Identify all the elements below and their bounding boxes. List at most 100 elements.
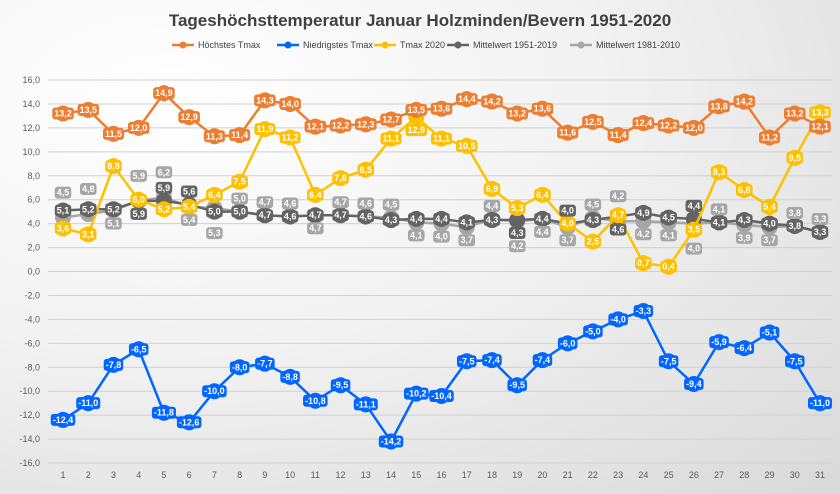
data-label-group: 5,1 — [54, 204, 72, 217]
data-label: 4,4 — [688, 201, 701, 211]
data-label-background — [632, 117, 655, 130]
data-label: 0,7 — [637, 258, 650, 268]
data-label-group: 13,6 — [430, 102, 453, 115]
data-label: -10,2 — [406, 389, 427, 399]
data-label-background — [759, 131, 781, 144]
data-label-background — [557, 337, 578, 350]
data-label-background — [408, 229, 425, 242]
data-label-group: 4,7 — [256, 209, 274, 222]
data-label-group: -11,0 — [807, 397, 833, 410]
data-label-background — [633, 304, 654, 317]
data-label: -7,5 — [661, 356, 677, 366]
data-label-group: 4,1 — [458, 216, 475, 229]
data-label-background — [736, 231, 753, 244]
data-label-group: 11,9 — [254, 123, 276, 136]
data-label-group: 5,3 — [206, 227, 223, 240]
data-label: 11,6 — [559, 128, 576, 138]
data-label: 12,4 — [635, 118, 653, 128]
data-label-group: -9,5 — [330, 379, 351, 392]
data-label-group: -11,0 — [76, 397, 101, 410]
data-label-group: 5,1 — [105, 217, 122, 230]
data-label: 11,9 — [256, 124, 273, 134]
data-label: 3,1 — [82, 229, 95, 239]
data-label: 13,6 — [534, 104, 552, 114]
data-label: 5,2 — [107, 204, 120, 214]
data-label: 5,2 — [158, 204, 171, 214]
data-label-group: 5,2 — [79, 203, 97, 216]
data-label-background — [531, 102, 554, 115]
data-label-background — [206, 188, 223, 201]
data-label-group: 11,2 — [279, 131, 301, 144]
legend-marker — [284, 41, 292, 49]
y-tick-label: -6,0 — [24, 338, 40, 348]
data-label: 3,3 — [814, 227, 827, 237]
data-label-group: -10,0 — [202, 385, 227, 398]
y-tick-label: -2,0 — [24, 290, 40, 300]
data-label: -8,0 — [232, 362, 248, 372]
data-label-group: 5,4 — [180, 200, 198, 213]
data-label-background — [733, 95, 756, 108]
legend-marker — [381, 41, 389, 49]
data-label-background — [130, 207, 147, 220]
data-label-background — [710, 166, 728, 179]
data-label: 6,8 — [738, 185, 751, 195]
data-label-background — [231, 205, 248, 218]
data-label: 6,4 — [536, 190, 549, 200]
data-label-group: 5,2 — [105, 203, 122, 216]
legend-label: Niedrigstes Tmax — [303, 40, 373, 50]
data-label-background — [176, 416, 202, 429]
data-label-background — [609, 209, 627, 222]
x-tick-label: 27 — [714, 470, 724, 480]
y-tick-label: -12,0 — [19, 410, 40, 420]
data-label-background — [307, 209, 324, 222]
data-label-group: 4,3 — [483, 214, 501, 227]
data-label-background — [458, 216, 475, 229]
data-label-background — [456, 355, 477, 368]
legend-marker — [577, 41, 585, 49]
data-label-group: -7,5 — [658, 355, 679, 368]
data-label-background — [559, 234, 576, 247]
data-label: 4,7 — [309, 223, 322, 233]
data-label-background — [784, 107, 806, 120]
data-label-group: 5,4 — [761, 200, 778, 213]
data-label: 4,1 — [410, 230, 423, 240]
data-label-background — [307, 188, 324, 201]
data-label: 5,0 — [233, 194, 246, 204]
data-label-group: 4,4 — [408, 212, 425, 225]
data-label-background — [708, 100, 730, 113]
data-label-group: 4,7 — [332, 209, 349, 222]
data-label-background — [734, 342, 755, 355]
data-label: -12,4 — [53, 415, 74, 425]
data-label: 7,8 — [334, 173, 347, 183]
x-tick-label: 6 — [187, 470, 192, 480]
data-label-background — [304, 120, 327, 133]
data-label-group: 12,5 — [582, 115, 604, 128]
data-label-background — [635, 206, 652, 219]
x-tick-label: 18 — [487, 470, 497, 480]
data-label-background — [481, 95, 503, 108]
data-label-group: 13,8 — [708, 100, 730, 113]
data-label-background — [534, 225, 551, 238]
x-tick-label: 4 — [136, 470, 141, 480]
data-label-background — [130, 169, 147, 182]
data-label-group: -12,4 — [50, 413, 76, 426]
data-label-group: 12,9 — [405, 124, 428, 137]
data-label-group: 4,4 — [685, 199, 703, 212]
data-label-group: 3,7 — [761, 234, 778, 247]
data-label: 4,6 — [360, 211, 373, 221]
x-tick-label: 20 — [537, 470, 547, 480]
data-label-background — [353, 398, 378, 411]
data-label-background — [483, 182, 501, 195]
data-label-background — [79, 228, 97, 241]
data-label: 4,7 — [309, 210, 322, 220]
data-label-group: 4,0 — [559, 217, 576, 230]
y-tick-label: 12,0 — [22, 123, 40, 133]
data-label-group: -7,5 — [785, 355, 805, 368]
data-label: 12,3 — [357, 119, 375, 129]
data-label-background — [660, 229, 677, 242]
data-label-group: 7,5 — [231, 175, 248, 188]
data-label-group: -6,0 — [557, 337, 578, 350]
x-tick-label: 13 — [361, 470, 371, 480]
data-label-background — [329, 119, 352, 132]
data-label: 3,8 — [789, 221, 802, 231]
